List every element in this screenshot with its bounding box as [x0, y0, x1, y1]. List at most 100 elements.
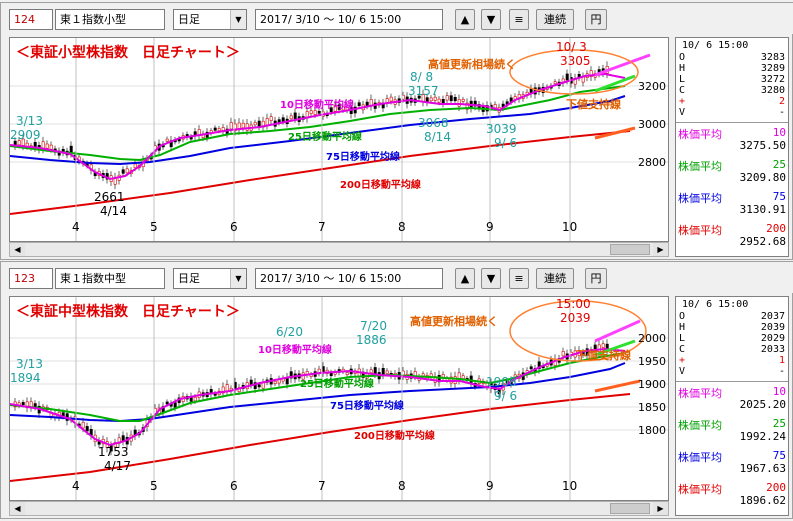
ohlc-row-volume: V-: [679, 366, 785, 377]
ma25-readout: 株価平均 25 1992.24: [678, 417, 786, 443]
chart-title: ＜東証小型株指数 日足チャート＞: [16, 45, 240, 61]
date-label-620: 6/20: [276, 325, 303, 339]
value-label-720: 1886: [356, 333, 387, 347]
chevron-down-icon: ▼: [230, 10, 246, 29]
y-tick-1: 1950: [638, 355, 666, 368]
chevron-down-icon: ▼: [230, 269, 246, 288]
month-label-6: 6: [230, 220, 238, 234]
month-label-10: 10: [562, 220, 578, 234]
date-label-1003: 10/ 3: [556, 40, 587, 54]
high-note-label: 高値更新相場続く: [410, 315, 498, 328]
projection-line-ma25: [594, 74, 636, 93]
candle-body: [457, 99, 461, 107]
candle-body: [465, 102, 469, 110]
candlestick-chart[interactable]: ＜東証小型株指数 日足チャート＞ 高値更新相場続く 10/ 3 3305 下値支…: [9, 37, 669, 242]
scroll-thumb[interactable]: [610, 503, 650, 514]
ma25-line: [10, 352, 626, 422]
candle-body: [289, 371, 293, 379]
y-tick-2: 1900: [638, 378, 666, 391]
candle-body: [125, 168, 129, 174]
candle-body: [293, 112, 297, 119]
candle-body: [437, 98, 441, 103]
candlestick-chart[interactable]: ＜東証中型株指数 日足チャート＞ 高値更新相場続く 15:00 2039 下値支…: [9, 296, 669, 501]
y-tick-0: 3200: [638, 80, 666, 93]
index-code-field[interactable]: 123: [9, 268, 53, 289]
projection-line-ma200: [594, 379, 641, 393]
candle-body: [461, 375, 465, 379]
candle-body: [165, 138, 169, 142]
candle-body: [257, 384, 261, 388]
candle-body: [85, 426, 89, 432]
value-label-1003: 3305: [560, 54, 591, 68]
ma25-label: 25日移動平均線: [300, 379, 374, 390]
month-label-8: 8: [398, 220, 406, 234]
candle-body: [601, 343, 605, 348]
candle-body: [261, 382, 265, 389]
month-label-8: 8: [398, 479, 406, 493]
date-label-814: 8/14: [424, 130, 451, 144]
chart-canvas: [10, 297, 668, 500]
toolbar: 124 東１指数小型 日足 ▼ 2017/ 3/10 ～ 10/ 6 15:00…: [1, 3, 793, 34]
candle-body: [217, 128, 221, 131]
index-name-field[interactable]: 東１指数小型: [55, 9, 165, 30]
scroll-up-button[interactable]: ▲: [455, 268, 475, 289]
scroll-left-icon[interactable]: ◀: [10, 243, 25, 256]
yen-button[interactable]: 円: [585, 9, 607, 30]
period-select[interactable]: 日足 ▼: [173, 268, 247, 289]
candle-body: [221, 386, 225, 394]
horizontal-scrollbar[interactable]: ◀ ▶: [9, 501, 669, 516]
scroll-down-button[interactable]: ▼: [481, 9, 501, 30]
candle-body: [281, 117, 285, 122]
ohlc-row-open: O 2037: [679, 311, 785, 322]
scroll-down-button[interactable]: ▼: [481, 268, 501, 289]
scroll-left-icon[interactable]: ◀: [10, 502, 25, 515]
value-label-814: 3068: [418, 116, 449, 130]
candle-body: [389, 96, 393, 102]
date-label-313: 3/13: [16, 114, 43, 128]
value-label-88: 3157: [408, 84, 439, 98]
scroll-thumb[interactable]: [610, 244, 650, 255]
ohlc-row-change: +2: [679, 96, 785, 107]
y-tick-2: 2800: [638, 156, 666, 169]
value-label-313: 1894: [10, 371, 41, 385]
date-label-414: 4/14: [100, 204, 127, 218]
candle-body: [257, 120, 261, 127]
date-label-417: 4/17: [104, 459, 131, 473]
ma200-line: [10, 130, 631, 215]
candle-body: [341, 106, 345, 111]
ma75-label: 75日移動平均線: [326, 152, 400, 163]
candle-body: [337, 104, 341, 110]
candle-body: [449, 95, 453, 102]
index-code-field[interactable]: 124: [9, 9, 53, 30]
ma25-readout: 株価平均 25 3209.80: [678, 158, 786, 184]
period-select[interactable]: 日足 ▼: [173, 9, 247, 30]
ma10-line: [10, 347, 626, 447]
highlight-ellipse: [509, 49, 639, 95]
menu-button[interactable]: ≡: [509, 268, 529, 289]
date-label-96: 9/ 6: [494, 136, 518, 150]
candle-body: [585, 348, 589, 356]
continuous-button[interactable]: 連続: [536, 9, 574, 30]
continuous-button[interactable]: 連続: [536, 268, 574, 289]
candle-body: [597, 344, 601, 352]
candle-body: [453, 96, 457, 102]
month-label-9: 9: [486, 220, 494, 234]
month-label-4: 4: [72, 220, 80, 234]
period-select-value: 日足: [178, 272, 200, 285]
candle-body: [381, 368, 385, 375]
yen-button[interactable]: 円: [585, 268, 607, 289]
candle-body: [357, 102, 361, 107]
scroll-right-icon[interactable]: ▶: [653, 243, 668, 256]
scroll-right-icon[interactable]: ▶: [653, 502, 668, 515]
candle-body: [537, 361, 541, 370]
y-tick-1: 3000: [638, 118, 666, 131]
info-date: 10/ 6 15:00: [682, 40, 749, 51]
menu-button[interactable]: ≡: [509, 9, 529, 30]
value-label-96: 3039: [486, 122, 517, 136]
horizontal-scrollbar[interactable]: ◀ ▶: [9, 242, 669, 257]
index-name-field[interactable]: 東１指数中型: [55, 268, 165, 289]
candle-body: [253, 122, 257, 126]
candle-body: [345, 372, 349, 375]
scroll-up-button[interactable]: ▲: [455, 9, 475, 30]
candle-body: [21, 402, 25, 405]
